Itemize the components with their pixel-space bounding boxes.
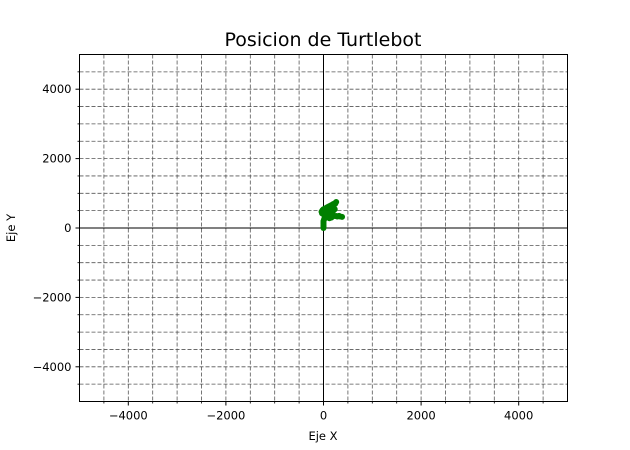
x-tick-label: 0 <box>320 409 327 423</box>
chart-title: Posicion de Turtlebot <box>225 29 422 51</box>
data-point <box>328 214 335 221</box>
ticks-layer: −4000 −2000 0 2000 4000 −4000 −2000 0 2000 4000 <box>33 71 544 423</box>
y-tick-label: 2000 <box>42 152 71 166</box>
data-points <box>318 198 346 231</box>
y-tick-label: 0 <box>64 221 71 235</box>
x-axis-label: Eje X <box>308 429 337 443</box>
data-point <box>318 208 325 215</box>
x-tick-label: −2000 <box>206 409 245 423</box>
data-point <box>331 206 338 213</box>
x-tick-label: −4000 <box>109 409 148 423</box>
x-tick-label: 4000 <box>504 409 533 423</box>
y-axis-label: Eje Y <box>4 213 18 242</box>
data-point <box>336 212 343 219</box>
x-tick-label: 2000 <box>406 409 435 423</box>
y-tick-label: −4000 <box>33 360 72 374</box>
y-tick-label: −2000 <box>33 290 72 304</box>
y-tick-label: 4000 <box>42 82 71 96</box>
